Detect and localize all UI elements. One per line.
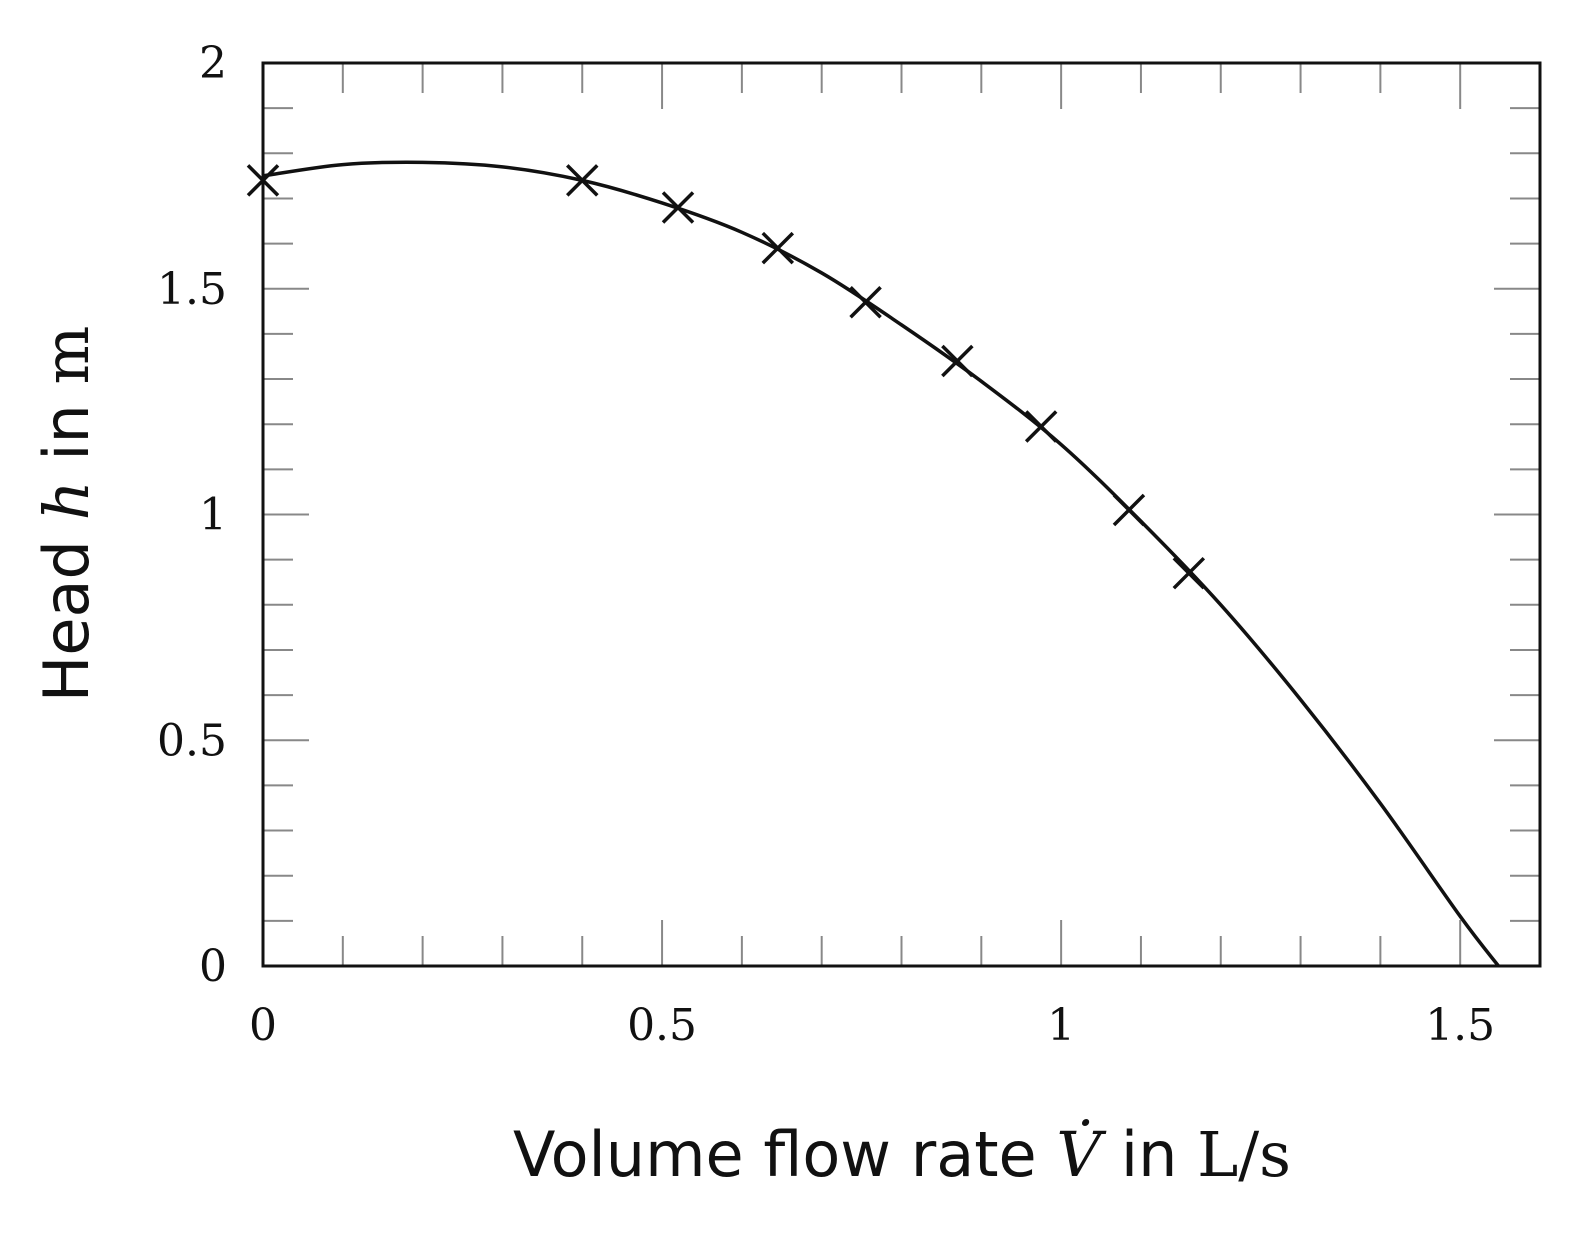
y-tick-labels: 0 0.5 1 1.5 2	[157, 38, 227, 992]
y-axis-label: Head h in m	[30, 326, 103, 703]
x-axis-label: Volume flow rate V̇ in L/s	[513, 1118, 1291, 1191]
minor-ticks	[263, 63, 1540, 966]
x-axis-label-prefix: Volume flow rate	[513, 1118, 1056, 1191]
data-point-marker	[661, 191, 695, 224]
y-tick-label: 1	[199, 490, 227, 541]
x-axis-label-symbol: V̇	[1056, 1118, 1107, 1191]
x-axis-label-middle: in	[1101, 1118, 1197, 1191]
x-tick-label: 1	[1047, 1000, 1075, 1051]
x-tick-labels: 0 0.5 1 1.5	[249, 1000, 1495, 1051]
data-point-marker	[1172, 556, 1206, 590]
x-axis-label-unit: L/s	[1197, 1118, 1291, 1191]
y-tick-label: 1.5	[157, 264, 227, 315]
y-tick-label: 0	[199, 941, 227, 992]
data-point-marker	[1112, 493, 1146, 527]
curve-layer	[262, 160, 1500, 968]
data-point-marker	[761, 231, 795, 265]
y-tick-label: 2	[199, 38, 227, 89]
x-tick-label: 0	[249, 1000, 277, 1051]
y-axis-label-prefix: Head	[30, 520, 103, 702]
x-tick-label: 1.5	[1425, 1000, 1495, 1051]
x-tick-label: 0.5	[627, 1000, 697, 1051]
marker-layer	[246, 164, 1206, 590]
fit-curve	[262, 160, 1500, 968]
data-point-marker	[1024, 410, 1058, 443]
plot-frame	[261, 61, 1542, 968]
y-tick-label: 0.5	[157, 715, 227, 766]
y-axis-label-unit: m	[30, 326, 103, 385]
y-axis-label-middle: in	[30, 385, 103, 481]
data-point-marker	[941, 344, 974, 378]
y-axis-label-symbol: h	[30, 480, 103, 520]
data-point-marker	[566, 164, 599, 197]
data-point-marker	[849, 286, 882, 319]
